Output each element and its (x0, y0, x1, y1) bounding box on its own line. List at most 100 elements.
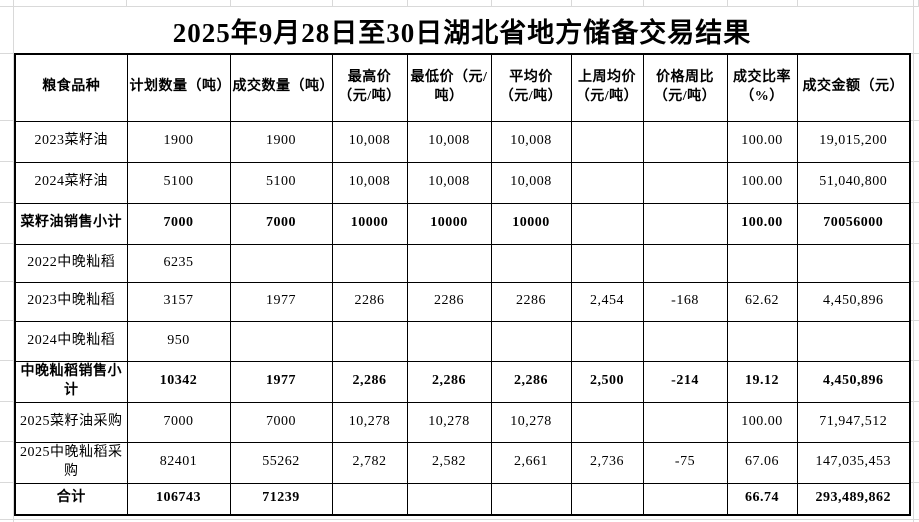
data-cell[interactable]: 2,286 (331, 360, 408, 403)
row-label-cell[interactable]: 2025中晚籼稻采购 (14, 441, 128, 484)
data-cell[interactable]: 82401 (126, 441, 231, 484)
data-cell[interactable]: 19.12 (726, 360, 798, 403)
data-cell[interactable] (570, 243, 644, 283)
data-cell[interactable]: 2,661 (490, 441, 572, 484)
data-cell[interactable]: 2286 (406, 281, 492, 322)
data-cell[interactable]: 147,035,453 (796, 441, 911, 484)
data-cell[interactable]: 7000 (126, 401, 231, 443)
data-cell[interactable]: 66.74 (726, 482, 798, 516)
data-cell[interactable]: 70056000 (796, 202, 911, 245)
data-cell[interactable]: 106743 (126, 482, 231, 516)
data-cell[interactable]: 1977 (229, 281, 333, 322)
column-header-price-week-change[interactable]: 价格周比（元/吨） (642, 53, 728, 122)
data-cell[interactable]: 2,286 (406, 360, 492, 403)
data-cell[interactable]: 10000 (490, 202, 572, 245)
data-cell[interactable] (490, 320, 572, 362)
row-label-cell[interactable]: 2023中晚籼稻 (14, 281, 128, 322)
data-cell[interactable] (796, 243, 911, 283)
data-cell[interactable] (642, 202, 728, 245)
page-title[interactable]: 2025年9月28日至30日湖北省地方储备交易结果 (14, 7, 910, 53)
data-cell[interactable] (642, 482, 728, 516)
data-cell[interactable]: 4,450,896 (796, 281, 911, 322)
data-cell[interactable]: 55262 (229, 441, 333, 484)
data-cell[interactable]: 6235 (126, 243, 231, 283)
data-cell[interactable]: 2,286 (490, 360, 572, 403)
data-cell[interactable]: 7000 (229, 401, 333, 443)
data-cell[interactable]: -168 (642, 281, 728, 322)
data-cell[interactable] (570, 320, 644, 362)
data-cell[interactable]: -75 (642, 441, 728, 484)
data-cell[interactable]: 10,278 (331, 401, 408, 443)
data-cell[interactable] (570, 161, 644, 204)
column-header-lowest-price[interactable]: 最低价（元/吨） (406, 53, 492, 122)
data-cell[interactable] (642, 401, 728, 443)
data-cell[interactable]: 19,015,200 (796, 120, 911, 163)
data-cell[interactable] (570, 202, 644, 245)
row-label-cell[interactable]: 2024菜籽油 (14, 161, 128, 204)
data-cell[interactable]: 2,500 (570, 360, 644, 403)
data-cell[interactable]: 71,947,512 (796, 401, 911, 443)
data-cell[interactable]: 10,278 (490, 401, 572, 443)
data-cell[interactable]: 1900 (126, 120, 231, 163)
data-cell[interactable]: 67.06 (726, 441, 798, 484)
data-cell[interactable]: 2,454 (570, 281, 644, 322)
column-header-traded-quantity[interactable]: 成交数量（吨） (229, 53, 333, 122)
data-cell[interactable] (642, 243, 728, 283)
data-cell[interactable]: 10,008 (331, 120, 408, 163)
data-cell[interactable]: 5100 (126, 161, 231, 204)
data-cell[interactable]: 10000 (331, 202, 408, 245)
data-cell[interactable]: -214 (642, 360, 728, 403)
data-cell[interactable] (726, 320, 798, 362)
data-cell[interactable]: 100.00 (726, 161, 798, 204)
data-cell[interactable]: 293,489,862 (796, 482, 911, 516)
data-cell[interactable]: 2,736 (570, 441, 644, 484)
data-cell[interactable]: 5100 (229, 161, 333, 204)
data-cell[interactable] (726, 243, 798, 283)
row-label-cell[interactable]: 2025菜籽油采购 (14, 401, 128, 443)
data-cell[interactable]: 10,008 (490, 120, 572, 163)
data-cell[interactable] (229, 320, 333, 362)
data-cell[interactable] (331, 243, 408, 283)
data-cell[interactable]: 7000 (126, 202, 231, 245)
column-header-trade-amount[interactable]: 成交金额（元） (796, 53, 911, 122)
data-cell[interactable]: 10,278 (406, 401, 492, 443)
data-cell[interactable]: 2286 (490, 281, 572, 322)
data-cell[interactable]: 51,040,800 (796, 161, 911, 204)
data-cell[interactable]: 7000 (229, 202, 333, 245)
row-label-cell[interactable]: 菜籽油销售小计 (14, 202, 128, 245)
data-cell[interactable] (229, 243, 333, 283)
data-cell[interactable]: 1977 (229, 360, 333, 403)
data-cell[interactable] (642, 320, 728, 362)
data-cell[interactable] (570, 401, 644, 443)
data-cell[interactable]: 10,008 (331, 161, 408, 204)
data-cell[interactable]: 100.00 (726, 401, 798, 443)
data-cell[interactable] (406, 243, 492, 283)
row-label-cell[interactable]: 中晚籼稻销售小计 (14, 360, 128, 403)
data-cell[interactable] (331, 320, 408, 362)
column-header-planned-quantity[interactable]: 计划数量（吨） (126, 53, 231, 122)
data-cell[interactable] (490, 482, 572, 516)
data-cell[interactable]: 2,582 (406, 441, 492, 484)
data-cell[interactable] (642, 161, 728, 204)
data-cell[interactable] (406, 320, 492, 362)
data-cell[interactable] (642, 120, 728, 163)
data-cell[interactable]: 62.62 (726, 281, 798, 322)
data-cell[interactable]: 3157 (126, 281, 231, 322)
data-cell[interactable]: 10000 (406, 202, 492, 245)
data-cell[interactable]: 2,782 (331, 441, 408, 484)
data-cell[interactable] (331, 482, 408, 516)
data-cell[interactable]: 4,450,896 (796, 360, 911, 403)
data-cell[interactable]: 10342 (126, 360, 231, 403)
data-cell[interactable]: 2286 (331, 281, 408, 322)
data-cell[interactable] (570, 120, 644, 163)
data-cell[interactable]: 10,008 (406, 161, 492, 204)
row-label-cell[interactable]: 2023菜籽油 (14, 120, 128, 163)
row-label-cell[interactable]: 合计 (14, 482, 128, 516)
data-cell[interactable]: 100.00 (726, 202, 798, 245)
data-cell[interactable]: 71239 (229, 482, 333, 516)
data-cell[interactable] (796, 320, 911, 362)
data-cell[interactable] (490, 243, 572, 283)
data-cell[interactable]: 10,008 (406, 120, 492, 163)
column-header-trade-ratio[interactable]: 成交比率（%） (726, 53, 798, 122)
column-header-highest-price[interactable]: 最高价（元/吨） (331, 53, 408, 122)
